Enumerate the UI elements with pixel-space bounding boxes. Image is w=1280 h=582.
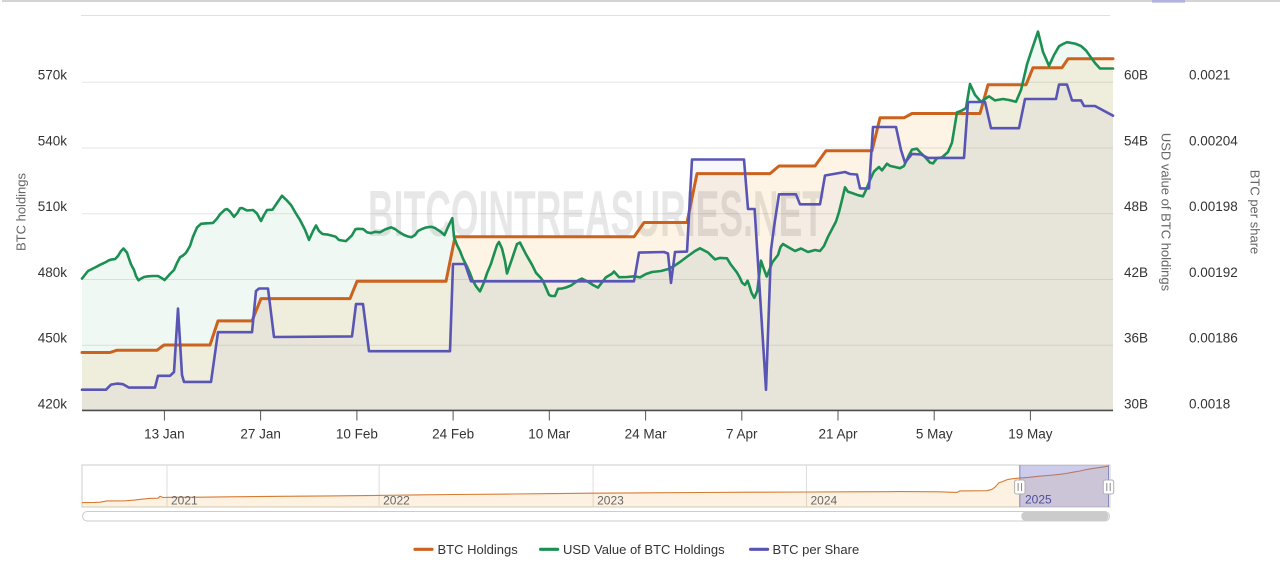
svg-text:19 May: 19 May [1008,427,1053,442]
svg-text:BTC per share: BTC per share [1248,170,1263,255]
svg-text:2024: 2024 [811,494,838,508]
svg-text:10 Mar: 10 Mar [528,427,571,442]
svg-text:54B: 54B [1124,133,1148,148]
svg-text:USD value of BTC holdings: USD value of BTC holdings [1159,133,1174,292]
svg-text:0.00198: 0.00198 [1189,199,1238,214]
svg-text:450k: 450k [38,331,68,346]
svg-text:BTC per Share: BTC per Share [773,542,860,557]
svg-text:7 Apr: 7 Apr [726,427,758,442]
svg-text:60B: 60B [1124,68,1148,83]
svg-text:0.00186: 0.00186 [1189,331,1238,346]
svg-text:2022: 2022 [383,494,410,508]
svg-text:13 Jan: 13 Jan [144,427,185,442]
svg-text:48B: 48B [1124,199,1148,214]
svg-text:30B: 30B [1124,396,1148,411]
svg-text:USD Value of BTC Holdings: USD Value of BTC Holdings [563,542,725,557]
svg-text:2025: 2025 [1025,493,1052,507]
svg-text:BTC holdings: BTC holdings [14,172,29,251]
svg-text:36B: 36B [1124,331,1148,346]
svg-text:0.0018: 0.0018 [1189,396,1230,411]
svg-text:21 Apr: 21 Apr [818,427,858,442]
svg-text:480k: 480k [38,265,68,280]
svg-text:0.00204: 0.00204 [1189,133,1238,148]
svg-text:2023: 2023 [597,494,624,508]
svg-text:42B: 42B [1124,265,1148,280]
svg-text:24 Mar: 24 Mar [625,427,668,442]
svg-text:420k: 420k [38,396,68,411]
svg-text:570k: 570k [38,68,68,83]
svg-text:10 Feb: 10 Feb [336,427,378,442]
svg-text:27 Jan: 27 Jan [240,427,281,442]
svg-text:540k: 540k [38,133,68,148]
svg-text:2021: 2021 [171,494,198,508]
svg-text:0.00192: 0.00192 [1189,265,1238,280]
svg-text:BTC Holdings: BTC Holdings [438,542,519,557]
svg-text:0.0021: 0.0021 [1189,68,1230,83]
svg-text:24 Feb: 24 Feb [432,427,474,442]
svg-text:510k: 510k [38,199,68,214]
svg-text:5 May: 5 May [916,427,953,442]
